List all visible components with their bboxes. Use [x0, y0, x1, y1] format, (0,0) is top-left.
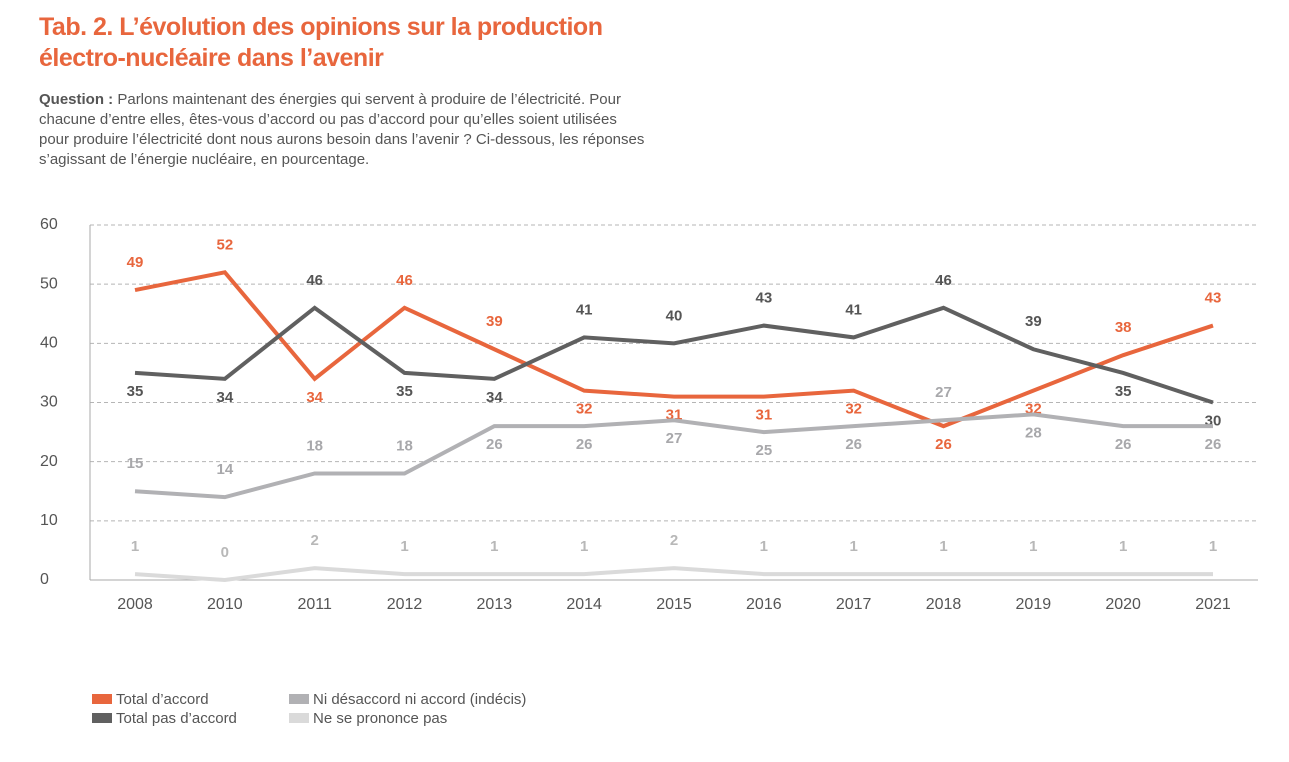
y-tick-label: 30 — [40, 394, 58, 411]
data-label: 25 — [755, 442, 772, 459]
series-line — [134, 412, 1213, 500]
x-tick-label: 2020 — [1105, 596, 1141, 613]
x-tick-label: 2017 — [836, 596, 872, 613]
data-label: 43 — [1205, 290, 1222, 307]
data-label: 27 — [666, 430, 683, 447]
data-label: 1 — [849, 538, 857, 555]
data-label: 14 — [216, 461, 233, 478]
data-label: 1 — [760, 538, 768, 555]
data-label: 39 — [1025, 313, 1042, 330]
x-tick-label: 2012 — [387, 596, 423, 613]
y-tick-label: 40 — [40, 335, 58, 352]
question-label: Question : — [39, 91, 114, 108]
data-label: 32 — [576, 401, 593, 418]
data-label: 1 — [580, 538, 588, 555]
data-label: 2 — [310, 532, 318, 549]
chart-title: Tab. 2. L’évolution des opinions sur la … — [39, 13, 603, 72]
question-text: Parlons maintenant des énergies qui serv… — [39, 91, 645, 168]
x-tick-label: 2014 — [566, 596, 602, 613]
data-label: 38 — [1115, 319, 1132, 336]
data-label: 46 — [396, 272, 413, 289]
data-label: 39 — [486, 313, 503, 330]
data-label: 26 — [576, 436, 593, 453]
x-tick-label: 2008 — [117, 596, 153, 613]
data-label: 35 — [396, 383, 413, 400]
data-label: 18 — [306, 437, 323, 454]
x-tick-label: 2013 — [477, 596, 513, 613]
x-tick-label: 2015 — [656, 596, 692, 613]
y-tick-label: 0 — [40, 571, 49, 588]
y-tick-label: 60 — [40, 216, 58, 233]
legend-label: Total d’accord — [116, 691, 209, 708]
data-label: 34 — [486, 389, 503, 406]
data-label: 15 — [127, 455, 144, 472]
data-label: 28 — [1025, 424, 1042, 441]
data-label: 18 — [396, 437, 413, 454]
y-tick-label: 20 — [40, 453, 58, 470]
x-tick-label: 2019 — [1016, 596, 1052, 613]
series-line — [134, 270, 1214, 429]
data-label: 34 — [216, 389, 233, 406]
series-line — [134, 566, 1213, 583]
data-label: 26 — [1205, 436, 1222, 453]
data-label: 32 — [845, 401, 862, 418]
data-label: 27 — [935, 384, 952, 401]
y-tick-label: 50 — [40, 275, 58, 292]
legend-swatch — [92, 713, 112, 723]
data-label: 0 — [221, 544, 229, 561]
data-label: 52 — [216, 236, 233, 253]
data-label: 1 — [1209, 538, 1217, 555]
data-label: 1 — [490, 538, 498, 555]
x-tick-label: 2010 — [207, 596, 243, 613]
legend-label: Ne se prononce pas — [313, 710, 447, 727]
data-label: 31 — [755, 407, 772, 424]
legend-label: Ni désaccord ni accord (indécis) — [313, 691, 526, 708]
data-label: 26 — [1115, 436, 1132, 453]
data-label: 40 — [666, 307, 683, 324]
data-label: 1 — [131, 538, 139, 555]
data-label: 26 — [845, 436, 862, 453]
x-tick-label: 2018 — [926, 596, 962, 613]
data-label: 1 — [1119, 538, 1127, 555]
data-label: 2 — [670, 532, 678, 549]
legend-swatch — [289, 713, 309, 723]
x-tick-label: 2011 — [297, 596, 332, 613]
question: Question : Parlons maintenant des énergi… — [39, 90, 649, 170]
legend-label: Total pas d’accord — [116, 710, 237, 727]
data-label: 1 — [939, 538, 947, 555]
data-label: 26 — [486, 436, 503, 453]
data-label: 46 — [306, 272, 323, 289]
data-label: 35 — [1115, 383, 1132, 400]
data-label: 43 — [755, 290, 772, 307]
data-label: 34 — [306, 389, 323, 406]
legend-swatch — [92, 694, 112, 704]
data-label: 41 — [576, 301, 593, 318]
data-label: 1 — [400, 538, 408, 555]
legend-swatch — [289, 694, 309, 704]
data-label: 35 — [127, 383, 144, 400]
data-label: 41 — [845, 301, 862, 318]
data-label: 26 — [935, 436, 952, 453]
data-label: 1 — [1029, 538, 1037, 555]
y-tick-label: 10 — [40, 512, 58, 529]
data-label: 49 — [127, 254, 144, 271]
series-line — [134, 305, 1214, 405]
x-tick-label: 2016 — [746, 596, 782, 613]
x-tick-label: 2021 — [1195, 596, 1231, 613]
data-label: 46 — [935, 272, 952, 289]
